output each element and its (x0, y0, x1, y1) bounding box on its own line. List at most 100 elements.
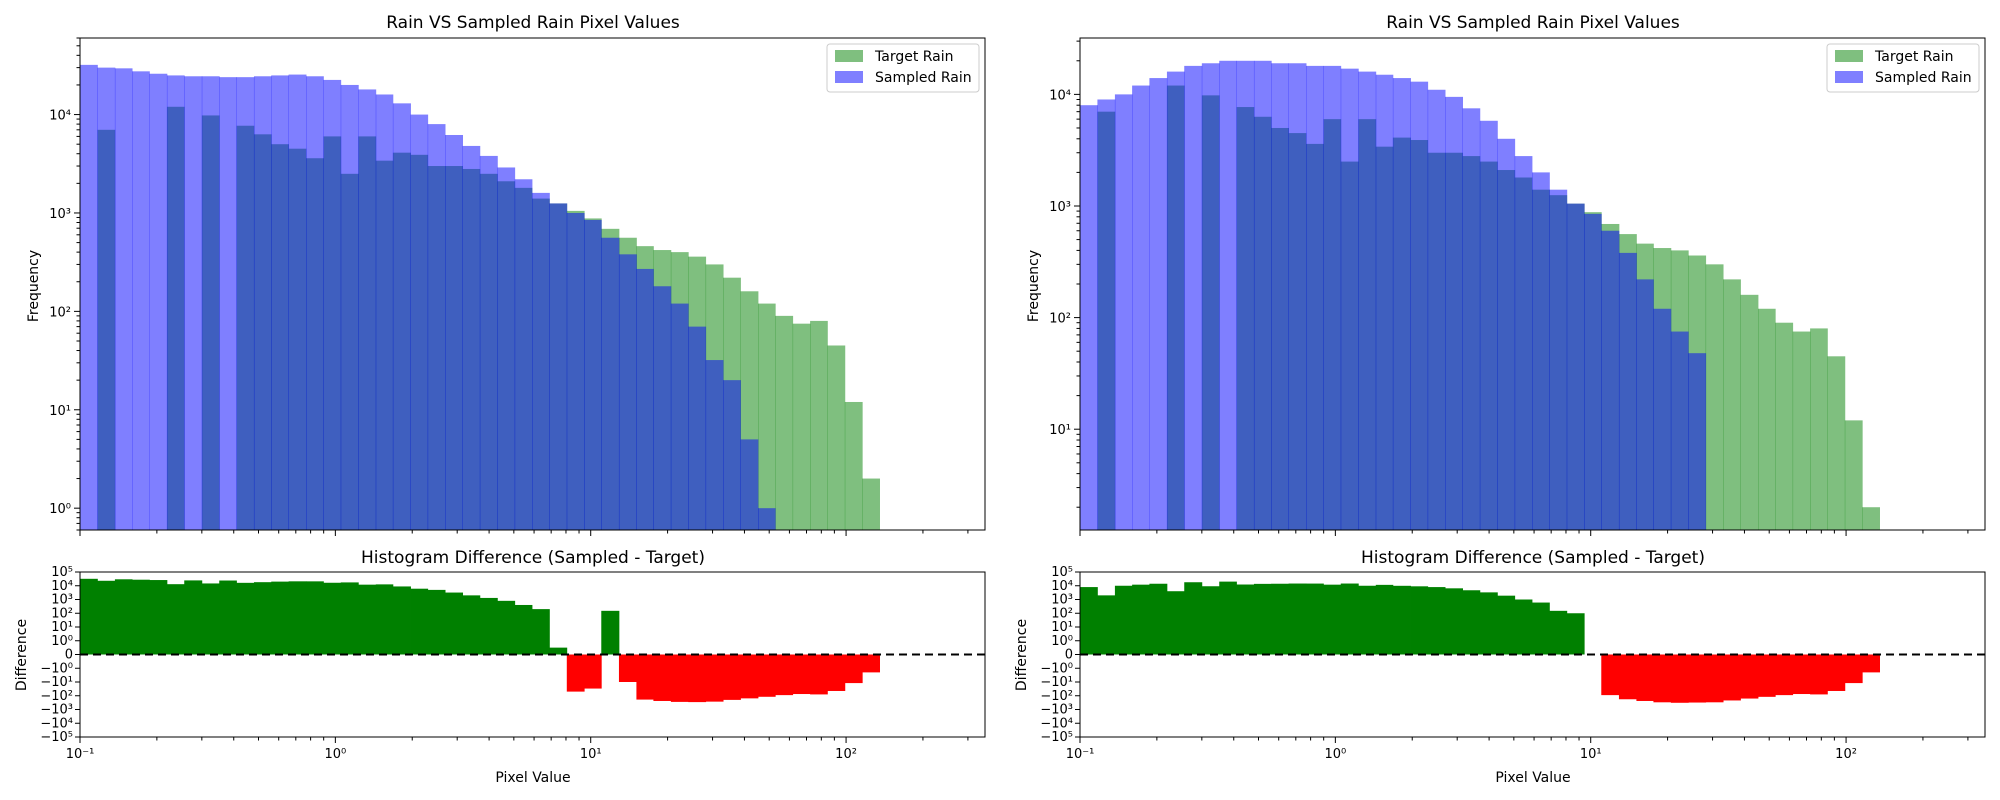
y-tick-label: 10³ (1051, 593, 1073, 608)
negative-difference-bar (688, 654, 707, 703)
y-tick-label: −10⁰ (40, 661, 73, 676)
panel-bottom-left: Histogram Difference (Sampled - Target) … (14, 548, 986, 786)
y-ticks: 10⁵10⁴10³10²10¹10⁰0−10⁰−10¹−10²−10³−10⁴−… (1040, 565, 1080, 745)
y-tick-label: 10⁴ (51, 579, 73, 594)
sampled-rain-bar (288, 74, 307, 530)
sampled-rain-bar (1584, 213, 1602, 530)
sampled-rain-bar (1080, 105, 1098, 531)
negative-difference-bar (810, 654, 828, 695)
sampled-rain-bar (723, 380, 741, 530)
positive-difference-bar (219, 580, 237, 655)
negative-difference-bar (1740, 654, 1759, 699)
sampled-rain-bar (1479, 120, 1498, 531)
sampled-rain-bar (549, 203, 568, 530)
positive-difference-bar (97, 580, 116, 655)
sampled-rain-bar (1445, 96, 1464, 531)
positive-difference-bar (1271, 583, 1290, 655)
sampled-rain-bar (462, 145, 481, 530)
target-rain-bar (1810, 328, 1828, 530)
sampled-rain-bar (1514, 156, 1533, 530)
x-tick-label: 10¹ (1580, 747, 1602, 762)
positive-difference-bar (1479, 592, 1498, 655)
sampled-rain-bar (445, 134, 464, 531)
negative-difference-bar (758, 654, 776, 697)
y-ticks: 10¹ 10² 10³ 10⁴ (1049, 40, 1080, 508)
x-tick-label: 10⁻¹ (66, 747, 95, 762)
x-tick-label: 10⁰ (1324, 747, 1346, 762)
y-tick-label: 10¹ (49, 404, 71, 419)
sampled-rain-bar (1462, 108, 1481, 531)
legend-label-sampled-rain: Sampled Rain (875, 70, 972, 86)
positive-difference-bar (1427, 587, 1446, 655)
sampled-rain-bar (1636, 279, 1654, 530)
positive-difference-bar (306, 581, 324, 655)
sampled-rain-bar (236, 77, 255, 531)
sampled-rain-bar (323, 79, 342, 531)
positive-difference-bar (1445, 588, 1464, 655)
negative-difference-bar (584, 654, 602, 689)
positive-difference-bar (375, 584, 394, 655)
positive-difference-bar (601, 610, 620, 655)
positive-difference-bar (184, 580, 203, 655)
sampled-rain-bar (1219, 60, 1237, 530)
positive-difference-bar (323, 582, 342, 655)
positive-difference-bar (1462, 590, 1481, 655)
y-tick-label: −10⁰ (1040, 661, 1073, 676)
negative-difference-bar (670, 654, 689, 702)
positive-difference-bar (1166, 591, 1185, 655)
panel-title: Histogram Difference (Sampled - Target) (361, 548, 705, 568)
sampled-rain-bar (636, 268, 654, 530)
negative-difference-bar (1758, 654, 1776, 697)
sampled-rain-bar (653, 286, 672, 530)
target-rain-bar (810, 320, 828, 530)
positive-difference-bar (1097, 595, 1116, 655)
y-tick-label: 0 (65, 648, 73, 663)
sampled-rain-bar (1358, 71, 1377, 530)
sampled-rain-bar (114, 68, 133, 530)
positive-difference-bar (1358, 585, 1377, 655)
negative-difference-bar (1723, 654, 1741, 701)
sampled-rain-bar (1340, 68, 1359, 531)
positive-difference-bar (340, 582, 359, 655)
sampled-rain-bar (1323, 65, 1342, 531)
positive-difference-bar (532, 609, 550, 655)
sampled-rain-bar (1601, 230, 1620, 530)
sampled-rain-bar (80, 64, 98, 530)
sampled-rain-bar (1114, 94, 1133, 531)
sampled-rain-bar (166, 75, 185, 531)
y-tick-label: −10⁵ (1040, 730, 1073, 745)
y-tick-label: 10⁰ (49, 502, 71, 517)
legend-label-target-rain: Target Rain (874, 49, 954, 65)
sampled-rain-bar (97, 67, 116, 531)
negative-difference-bar (1636, 654, 1654, 701)
y-tick-label: 10⁰ (51, 634, 73, 649)
negative-difference-bar (740, 654, 759, 699)
legend-swatch-target-rain (1835, 50, 1863, 62)
y-tick-label: −10³ (1040, 703, 1073, 718)
positive-difference-bar (1201, 586, 1220, 655)
y-tick-label: 10² (51, 606, 73, 621)
target-rain-bar (1740, 294, 1759, 530)
sampled-rain-bar (532, 192, 550, 530)
positive-difference-bar (132, 579, 150, 655)
y-ticks: 10⁰ 10¹ 10² 10³ 10⁴ (49, 37, 80, 531)
positive-difference-bar (1236, 584, 1255, 655)
x-axis-label: Pixel Value (1495, 770, 1570, 786)
sampled-rain-bar (1549, 189, 1568, 530)
sampled-rain-bars (80, 64, 776, 531)
legend-box (826, 43, 980, 93)
y-tick-label: −10³ (40, 703, 73, 718)
axes-frame (1079, 37, 1986, 531)
sampled-rain-bar (201, 76, 220, 531)
positive-difference-bar (236, 582, 255, 655)
target-rain-bar (1862, 507, 1880, 530)
negative-difference-bar (636, 654, 654, 700)
target-rain-bar (1827, 356, 1846, 530)
sampled-rain-bar (1566, 203, 1585, 531)
sampled-rain-bar (705, 360, 724, 530)
target-rain-bar (1723, 279, 1741, 530)
y-tick-label: 10⁴ (49, 109, 71, 124)
y-tick-label: −10⁴ (1040, 716, 1073, 731)
sampled-rain-bar (1253, 60, 1272, 530)
negative-difference-bar (1810, 654, 1828, 695)
